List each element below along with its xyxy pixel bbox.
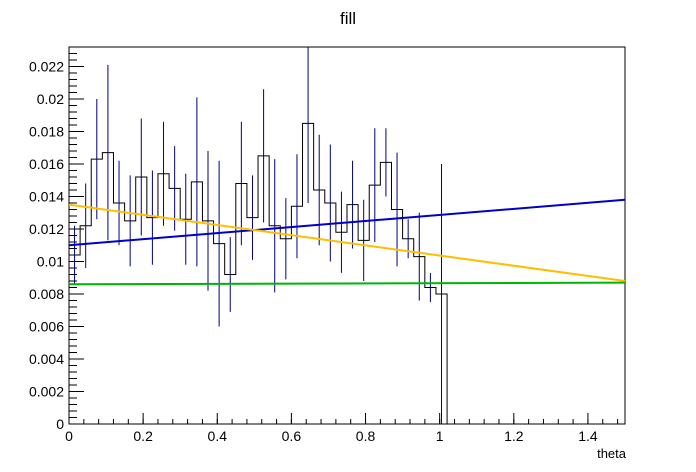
y-axis: 0 0.002 0.004 0.006 0.008 0.01 0.012 0.014 0.016… (29, 46, 84, 432)
y-tick-label: 0.016 (29, 156, 64, 172)
fit-lines (68, 198, 626, 286)
y-tick-label: 0.01 (37, 254, 64, 270)
fit-line-1 (68, 198, 626, 247)
fit-line-2 (68, 203, 626, 282)
x-tick-label: 0 (65, 428, 73, 444)
y-tick-label: 0.006 (29, 319, 64, 335)
x-tick-label: 0.8 (356, 428, 376, 444)
histogram (68, 47, 459, 425)
histogram-outline (68, 122, 459, 425)
y-tick-label: 0.002 (29, 384, 64, 400)
x-axis: 0 0.2 0.4 0.6 0.8 1 1.2 1.4 (65, 413, 619, 444)
fit-line-3 (68, 281, 626, 286)
y-tick-label: 0.012 (29, 221, 64, 237)
x-axis-title: theta (597, 446, 627, 461)
x-tick-label: 1.4 (578, 428, 598, 444)
x-tick-label: 0.6 (282, 428, 302, 444)
chart-title: fill (340, 9, 356, 28)
y-tick-label: 0.014 (29, 189, 64, 205)
y-tick-label: 0.008 (29, 286, 64, 302)
x-tick-label: 0.2 (133, 428, 153, 444)
y-tick-label: 0.018 (29, 124, 64, 140)
y-tick-label: 0 (56, 416, 64, 432)
x-tick-label: 1 (436, 428, 444, 444)
y-tick-label: 0.022 (29, 59, 64, 75)
y-tick-label: 0.004 (29, 351, 64, 367)
x-tick-label: 1.2 (504, 428, 524, 444)
x-tick-label: 0.4 (208, 428, 228, 444)
y-tick-label: 0.02 (37, 91, 64, 107)
